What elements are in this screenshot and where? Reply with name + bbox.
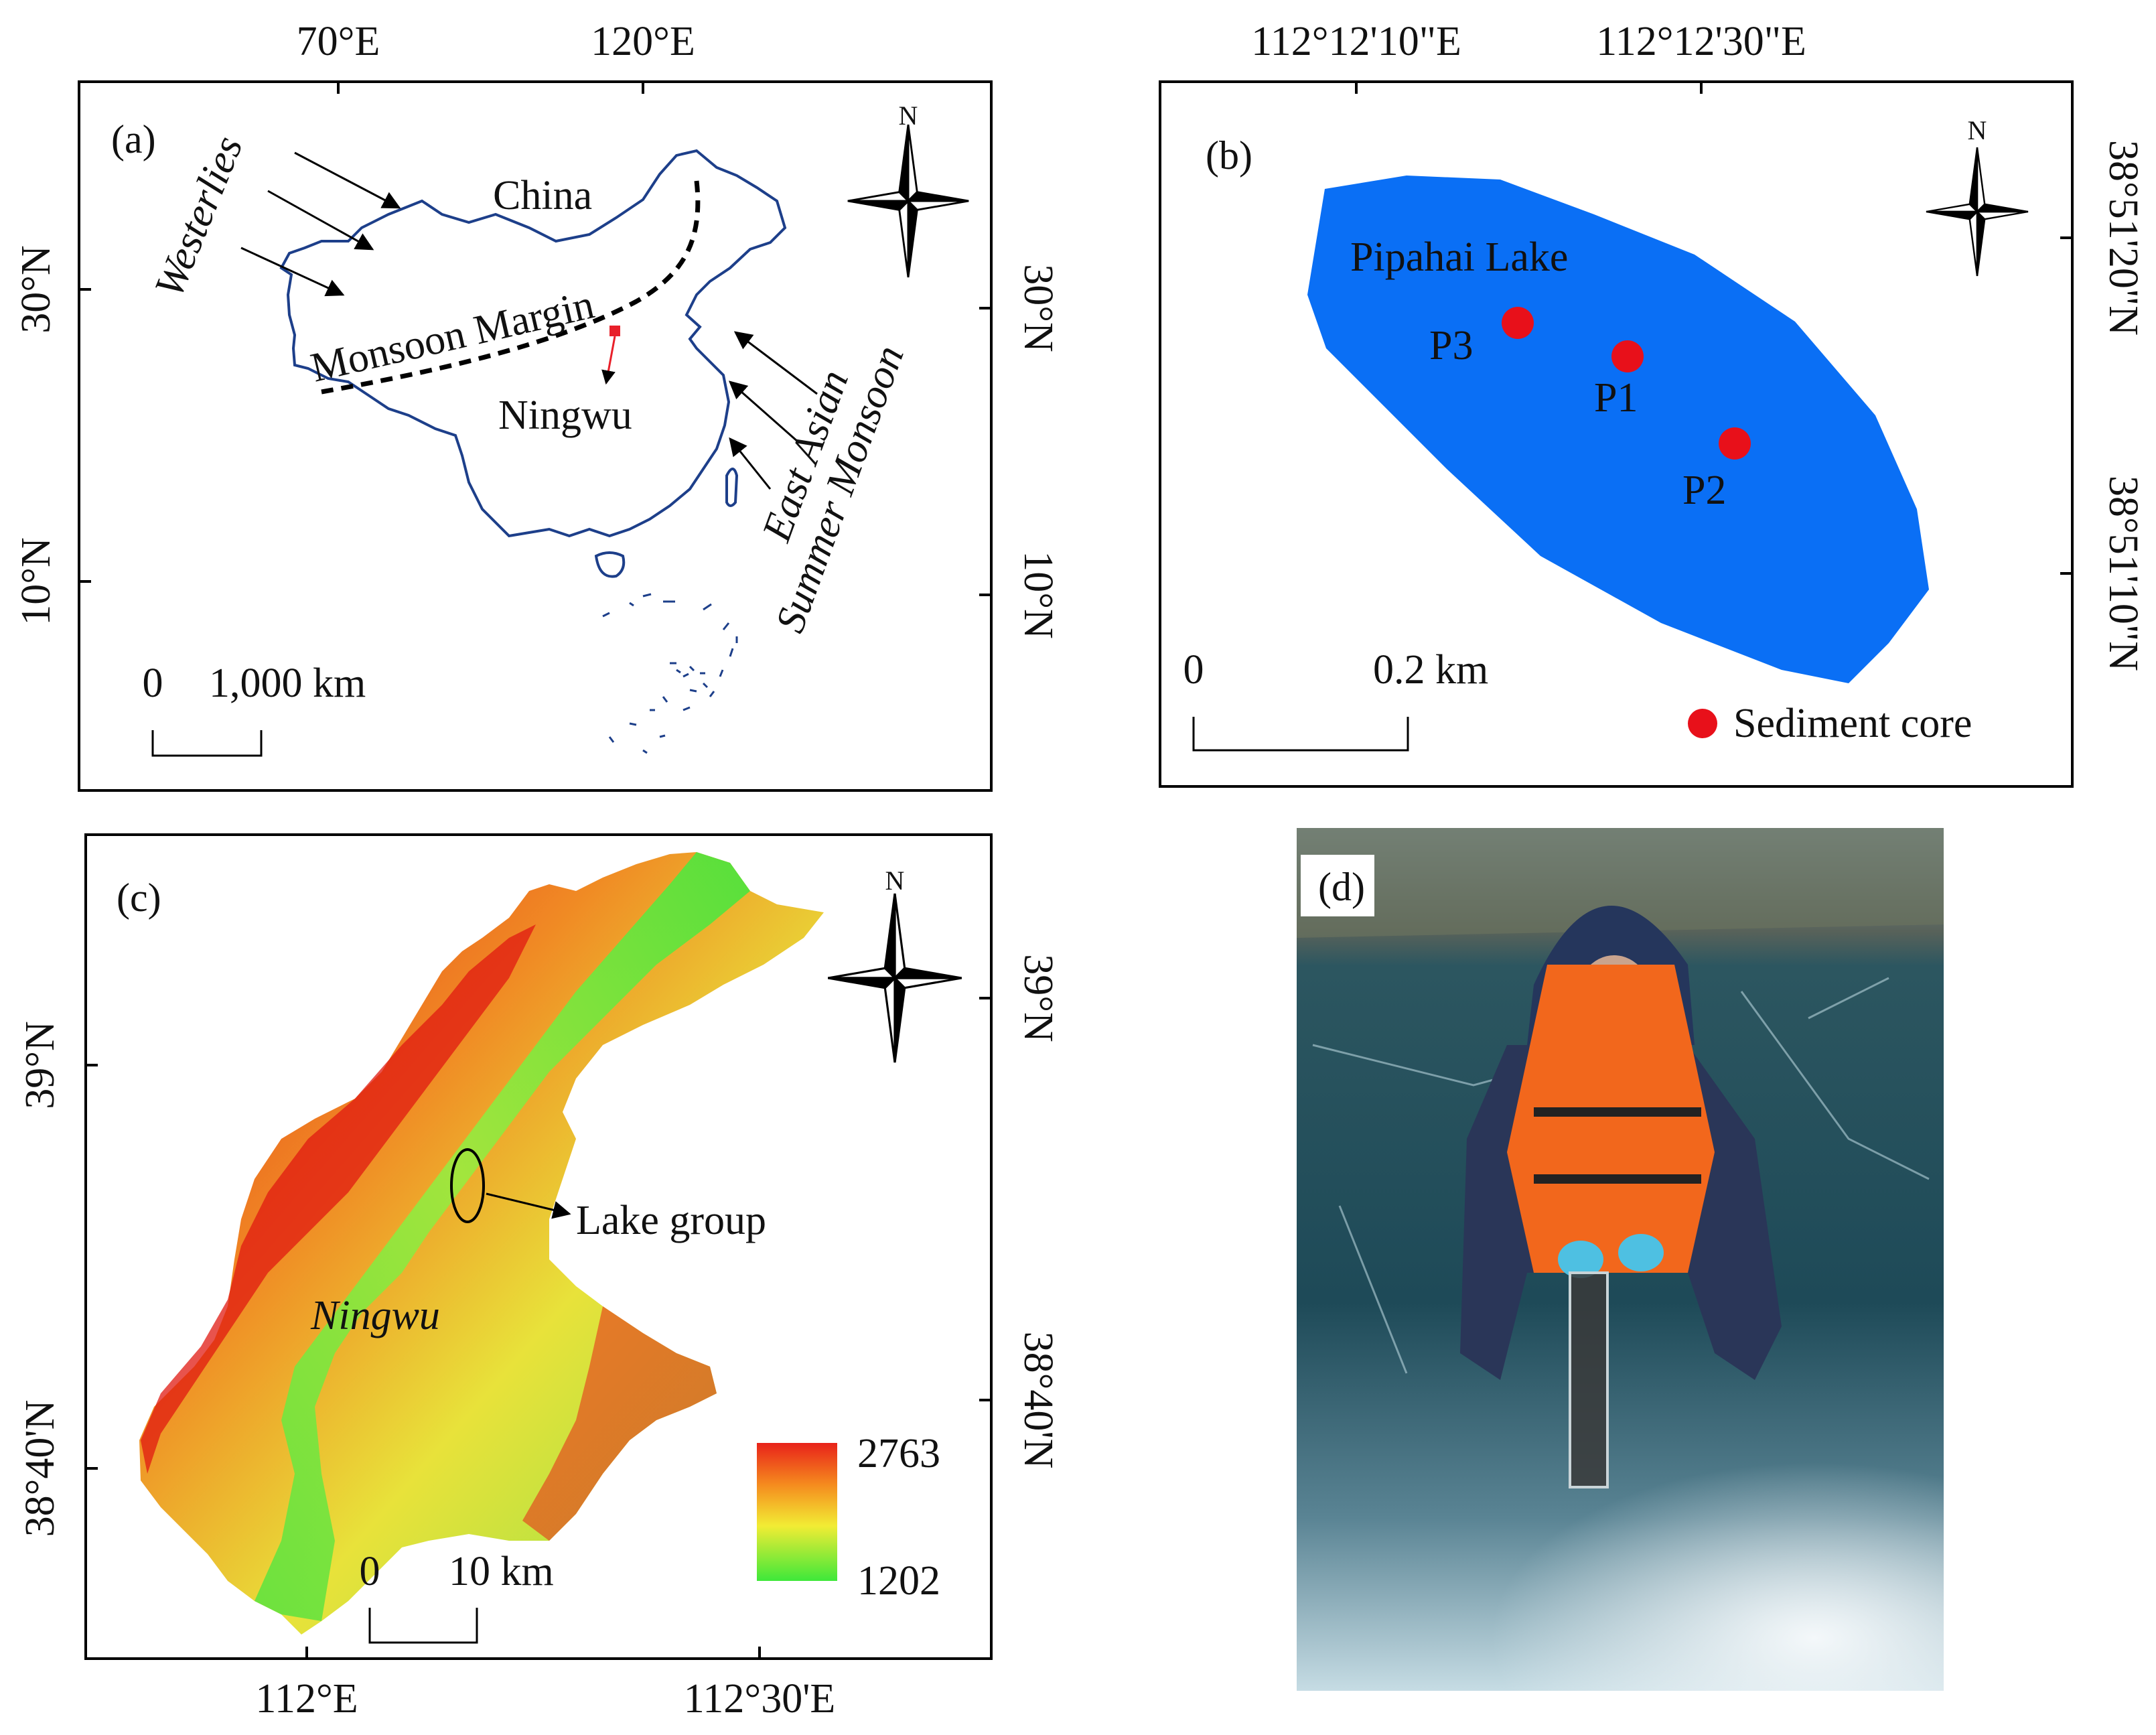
scale-text-b: 0.2 km [1373,647,1488,693]
north-label-c: N [885,865,905,896]
lake-label: Pipahai Lake [1350,234,1568,280]
site-p1-marker [1611,340,1644,372]
lake-group-ellipse [450,1148,485,1223]
panel-c-bottom-tick-11230e: 112°30'E [684,1676,836,1722]
panel-d-letter: (d) [1318,865,1365,909]
panel-a-letter: (a) [111,117,156,161]
scale-text-a: 1,000 km [209,661,366,706]
ningwu-label-a: Ningwu [498,393,632,438]
panel-c-right-tick-39n: 39°N [1015,954,1061,1042]
china-label: China [493,173,592,218]
north-label-b: N [1968,115,1987,145]
panel-c: 112°E 112°30'E 39°N 38°40'N 39°N 38°40'N… [17,833,1061,1722]
elevation-color-ramp [757,1443,837,1581]
elevation-min-label: 1202 [857,1558,940,1604]
site-p2-label: P2 [1682,468,1726,513]
site-p3-label: P3 [1429,323,1473,368]
site-p2-marker [1719,427,1751,460]
panel-c-left-tick-3840n: 38°40'N [17,1400,63,1537]
panel-b-top-tick-30s: 112°12'30"E [1596,19,1806,64]
panel-b-right-tick-20s: 38°51'20"N [2100,140,2146,336]
lake-group-label: Lake group [576,1198,766,1243]
westerlies-arrow-2 [267,190,374,251]
site-p1-label: P1 [1594,375,1638,421]
china-border [279,149,787,538]
ningwu-pointer [601,336,616,385]
ningwu-label-c: Ningwu [310,1293,440,1338]
panel-b-letter: (b) [1206,133,1252,178]
panel-a-top-tick-120e: 120°E [591,19,695,64]
panel-a-top-tick-70e: 70°E [297,19,380,64]
taiwan-island [725,468,739,507]
scale-bar-b [1192,717,1409,752]
pipahai-lake [1307,176,1929,683]
legend-core-marker [1688,709,1717,738]
westerlies-arrow-3 [240,247,345,297]
south-sea-islands [602,593,738,754]
monsoon-margin-line [321,180,701,395]
scale-zero-c: 0 [360,1549,380,1594]
panel-c-bottom-tick-112e: 112°E [255,1676,358,1722]
panel-b: 112°12'10"E 112°12'30"E 38°51'20"N 38°51… [1159,19,2146,788]
panel-a: 70°E 120°E 30°N 10°N 30°N 10°N [13,19,1061,792]
panel-a-frame [78,80,993,792]
scale-bar-a [151,730,263,757]
north-label-a: N [899,100,918,131]
person-figure [1460,905,1782,1488]
easm-arrow-3 [729,437,772,490]
scale-text-c: 10 km [449,1549,554,1594]
scale-zero-a: 0 [143,661,163,706]
legend-core-label: Sediment core [1733,701,1972,746]
westerlies-arrow-1 [294,151,401,209]
hainan-island [594,551,626,578]
panel-b-top-tick-10s: 112°12'10"E [1251,19,1461,64]
scale-zero-b: 0 [1183,647,1204,693]
panel-a-left-tick-10n: 10°N [13,537,59,626]
panel-a-right-tick-10n: 10°N [1015,551,1061,639]
panel-a-right-tick-30n: 30°N [1015,264,1061,352]
easm-arrow-1 [733,331,818,395]
site-p3-marker [1502,307,1534,339]
ningwu-dem [139,852,824,1635]
lake-group-pointer [486,1192,571,1219]
ningwu-site-marker [609,326,620,336]
panel-c-left-tick-39n: 39°N [17,1021,63,1109]
scale-bar-c [368,1608,478,1644]
panel-d: (d) [1297,828,1944,1691]
panel-c-right-tick-3840n: 38°40'N [1015,1332,1061,1469]
panel-b-right-tick-10s: 38°51'10"N [2100,476,2146,671]
panel-a-left-tick-30n: 30°N [13,245,59,334]
easm-arrow-2 [728,380,799,443]
panel-c-letter: (c) [117,876,161,920]
elevation-max-label: 2763 [857,1431,940,1476]
